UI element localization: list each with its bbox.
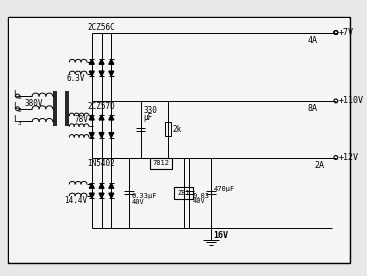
Text: 78V: 78V <box>75 115 89 124</box>
Polygon shape <box>109 183 114 188</box>
Text: 380V: 380V <box>25 99 43 108</box>
Text: L: L <box>13 90 18 99</box>
Polygon shape <box>89 133 94 137</box>
Polygon shape <box>99 193 104 198</box>
Polygon shape <box>109 71 114 76</box>
Text: 40V: 40V <box>192 198 205 205</box>
Text: 1: 1 <box>18 95 21 100</box>
Polygon shape <box>109 115 114 120</box>
Text: 14.4V: 14.4V <box>64 196 87 205</box>
Text: 2A: 2A <box>315 161 324 170</box>
Text: 40V: 40V <box>132 200 145 205</box>
Text: 6.3V: 6.3V <box>66 74 85 83</box>
Text: Z81: Z81 <box>177 190 190 196</box>
Polygon shape <box>99 115 104 120</box>
Text: 0.03: 0.03 <box>192 193 209 199</box>
Polygon shape <box>99 59 104 64</box>
Text: IN5402: IN5402 <box>88 159 115 168</box>
Text: +110V: +110V <box>339 96 364 105</box>
Polygon shape <box>99 71 104 76</box>
Polygon shape <box>109 133 114 137</box>
Polygon shape <box>109 193 114 198</box>
Polygon shape <box>89 193 94 198</box>
Text: 8A: 8A <box>308 104 317 113</box>
Bar <box>174 187 193 198</box>
Text: +12V: +12V <box>339 153 359 162</box>
Text: 2CZ57D: 2CZ57D <box>88 102 115 111</box>
Text: 2k: 2k <box>173 125 182 134</box>
Polygon shape <box>89 183 94 188</box>
Text: 2: 2 <box>18 108 21 113</box>
Bar <box>150 158 172 169</box>
Polygon shape <box>89 59 94 64</box>
Text: 470μF: 470μF <box>214 186 235 192</box>
Text: +7V: +7V <box>339 28 354 37</box>
Text: L: L <box>13 102 18 111</box>
Text: 4A: 4A <box>308 36 317 45</box>
Polygon shape <box>99 133 104 137</box>
Text: 3: 3 <box>18 121 21 126</box>
Polygon shape <box>109 59 114 64</box>
Bar <box>165 122 171 136</box>
Polygon shape <box>89 71 94 76</box>
Text: L: L <box>13 115 18 124</box>
Text: 330: 330 <box>143 106 157 115</box>
Text: 16V: 16V <box>213 231 228 240</box>
Polygon shape <box>89 115 94 120</box>
Text: 2CZ56C: 2CZ56C <box>88 23 115 32</box>
Polygon shape <box>99 183 104 188</box>
Text: 0.33μF: 0.33μF <box>132 193 157 199</box>
Text: μF: μF <box>143 113 153 122</box>
Text: 7812: 7812 <box>153 160 170 166</box>
